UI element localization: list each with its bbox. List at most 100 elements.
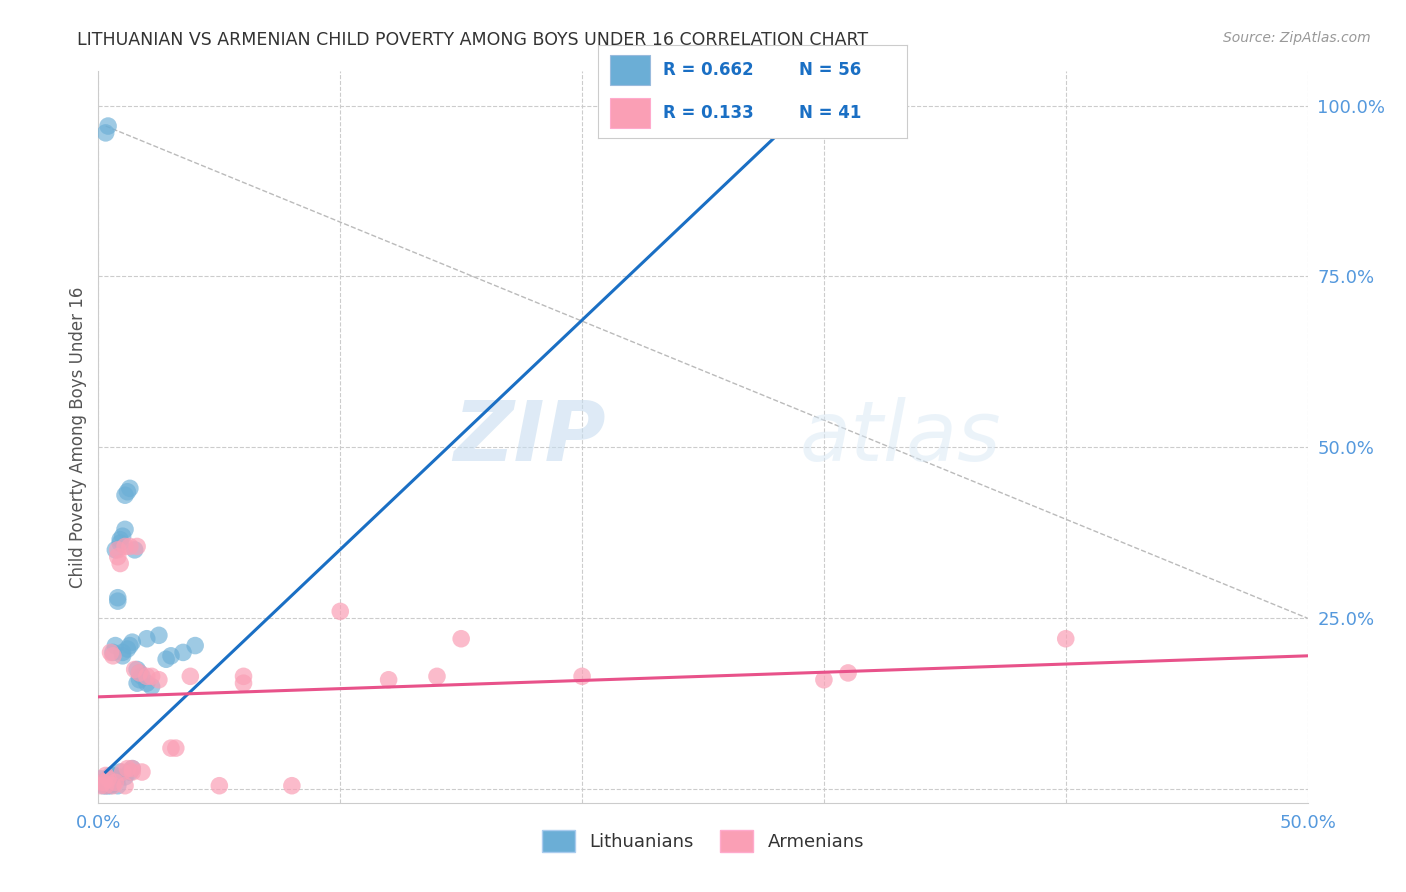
Point <box>101 648 124 663</box>
Point <box>111 648 134 663</box>
Point <box>121 765 143 780</box>
Point <box>108 765 131 780</box>
Text: LITHUANIAN VS ARMENIAN CHILD POVERTY AMONG BOYS UNDER 16 CORRELATION CHART: LITHUANIAN VS ARMENIAN CHILD POVERTY AMO… <box>77 31 869 49</box>
Point <box>121 635 143 649</box>
Point <box>117 642 139 657</box>
Point <box>172 645 194 659</box>
Point <box>100 775 122 789</box>
Point <box>121 762 143 776</box>
Point <box>450 632 472 646</box>
Text: N = 56: N = 56 <box>799 61 860 78</box>
Point <box>94 779 117 793</box>
Point <box>100 779 122 793</box>
Point <box>118 540 141 554</box>
Point <box>104 772 127 786</box>
Point <box>104 542 127 557</box>
Point <box>94 768 117 782</box>
Point <box>837 665 859 680</box>
Point <box>104 768 127 782</box>
Point <box>131 765 153 780</box>
Point <box>107 779 129 793</box>
Point <box>94 777 117 791</box>
Point <box>97 119 120 133</box>
Point <box>91 775 114 789</box>
Point <box>91 775 114 789</box>
Point <box>117 484 139 499</box>
FancyBboxPatch shape <box>610 98 650 128</box>
Point <box>184 639 207 653</box>
Point <box>94 126 117 140</box>
Legend: Lithuanians, Armenians: Lithuanians, Armenians <box>534 823 872 860</box>
Point <box>128 665 150 680</box>
Point <box>111 645 134 659</box>
Point <box>114 522 136 536</box>
Point <box>813 673 835 687</box>
Point <box>148 673 170 687</box>
Point <box>232 676 254 690</box>
Point <box>111 529 134 543</box>
Text: ZIP: ZIP <box>454 397 606 477</box>
Point <box>90 779 112 793</box>
Point <box>124 542 146 557</box>
Point <box>108 536 131 550</box>
Point <box>141 669 163 683</box>
Point <box>100 645 122 659</box>
Point <box>114 540 136 554</box>
Point <box>97 779 120 793</box>
Point <box>107 594 129 608</box>
Point <box>107 770 129 784</box>
Point <box>118 639 141 653</box>
Point <box>1054 632 1077 646</box>
Point <box>165 741 187 756</box>
Point <box>94 779 117 793</box>
Point <box>97 775 120 789</box>
Point <box>571 669 593 683</box>
Point <box>426 669 449 683</box>
Point <box>108 533 131 547</box>
Point <box>232 669 254 683</box>
Point <box>155 652 177 666</box>
Point <box>108 557 131 571</box>
Point <box>90 772 112 786</box>
Point <box>179 669 201 683</box>
Point <box>160 741 183 756</box>
Point <box>107 542 129 557</box>
Point <box>114 779 136 793</box>
Point <box>107 591 129 605</box>
Point <box>91 779 114 793</box>
Text: atlas: atlas <box>800 397 1001 477</box>
Point <box>101 773 124 788</box>
Point <box>118 481 141 495</box>
Text: N = 41: N = 41 <box>799 104 860 122</box>
Point <box>135 676 157 690</box>
Point <box>127 540 149 554</box>
Point <box>107 549 129 564</box>
Point <box>148 628 170 642</box>
FancyBboxPatch shape <box>610 55 650 85</box>
Point <box>131 669 153 683</box>
Point <box>118 765 141 780</box>
Point <box>160 648 183 663</box>
Point <box>128 673 150 687</box>
Point <box>135 669 157 683</box>
Text: R = 0.133: R = 0.133 <box>662 104 754 122</box>
Point <box>141 680 163 694</box>
Point <box>121 762 143 776</box>
Point <box>111 765 134 780</box>
Text: Source: ZipAtlas.com: Source: ZipAtlas.com <box>1223 31 1371 45</box>
Point <box>329 604 352 618</box>
Point <box>114 770 136 784</box>
Point <box>114 488 136 502</box>
Point <box>127 676 149 690</box>
Point <box>94 773 117 788</box>
Point <box>101 779 124 793</box>
Point <box>100 768 122 782</box>
Text: R = 0.662: R = 0.662 <box>662 61 754 78</box>
Point <box>101 777 124 791</box>
Point <box>128 665 150 680</box>
Point <box>104 639 127 653</box>
Point <box>117 762 139 776</box>
Point <box>100 772 122 786</box>
Point <box>281 779 304 793</box>
Point <box>208 779 231 793</box>
